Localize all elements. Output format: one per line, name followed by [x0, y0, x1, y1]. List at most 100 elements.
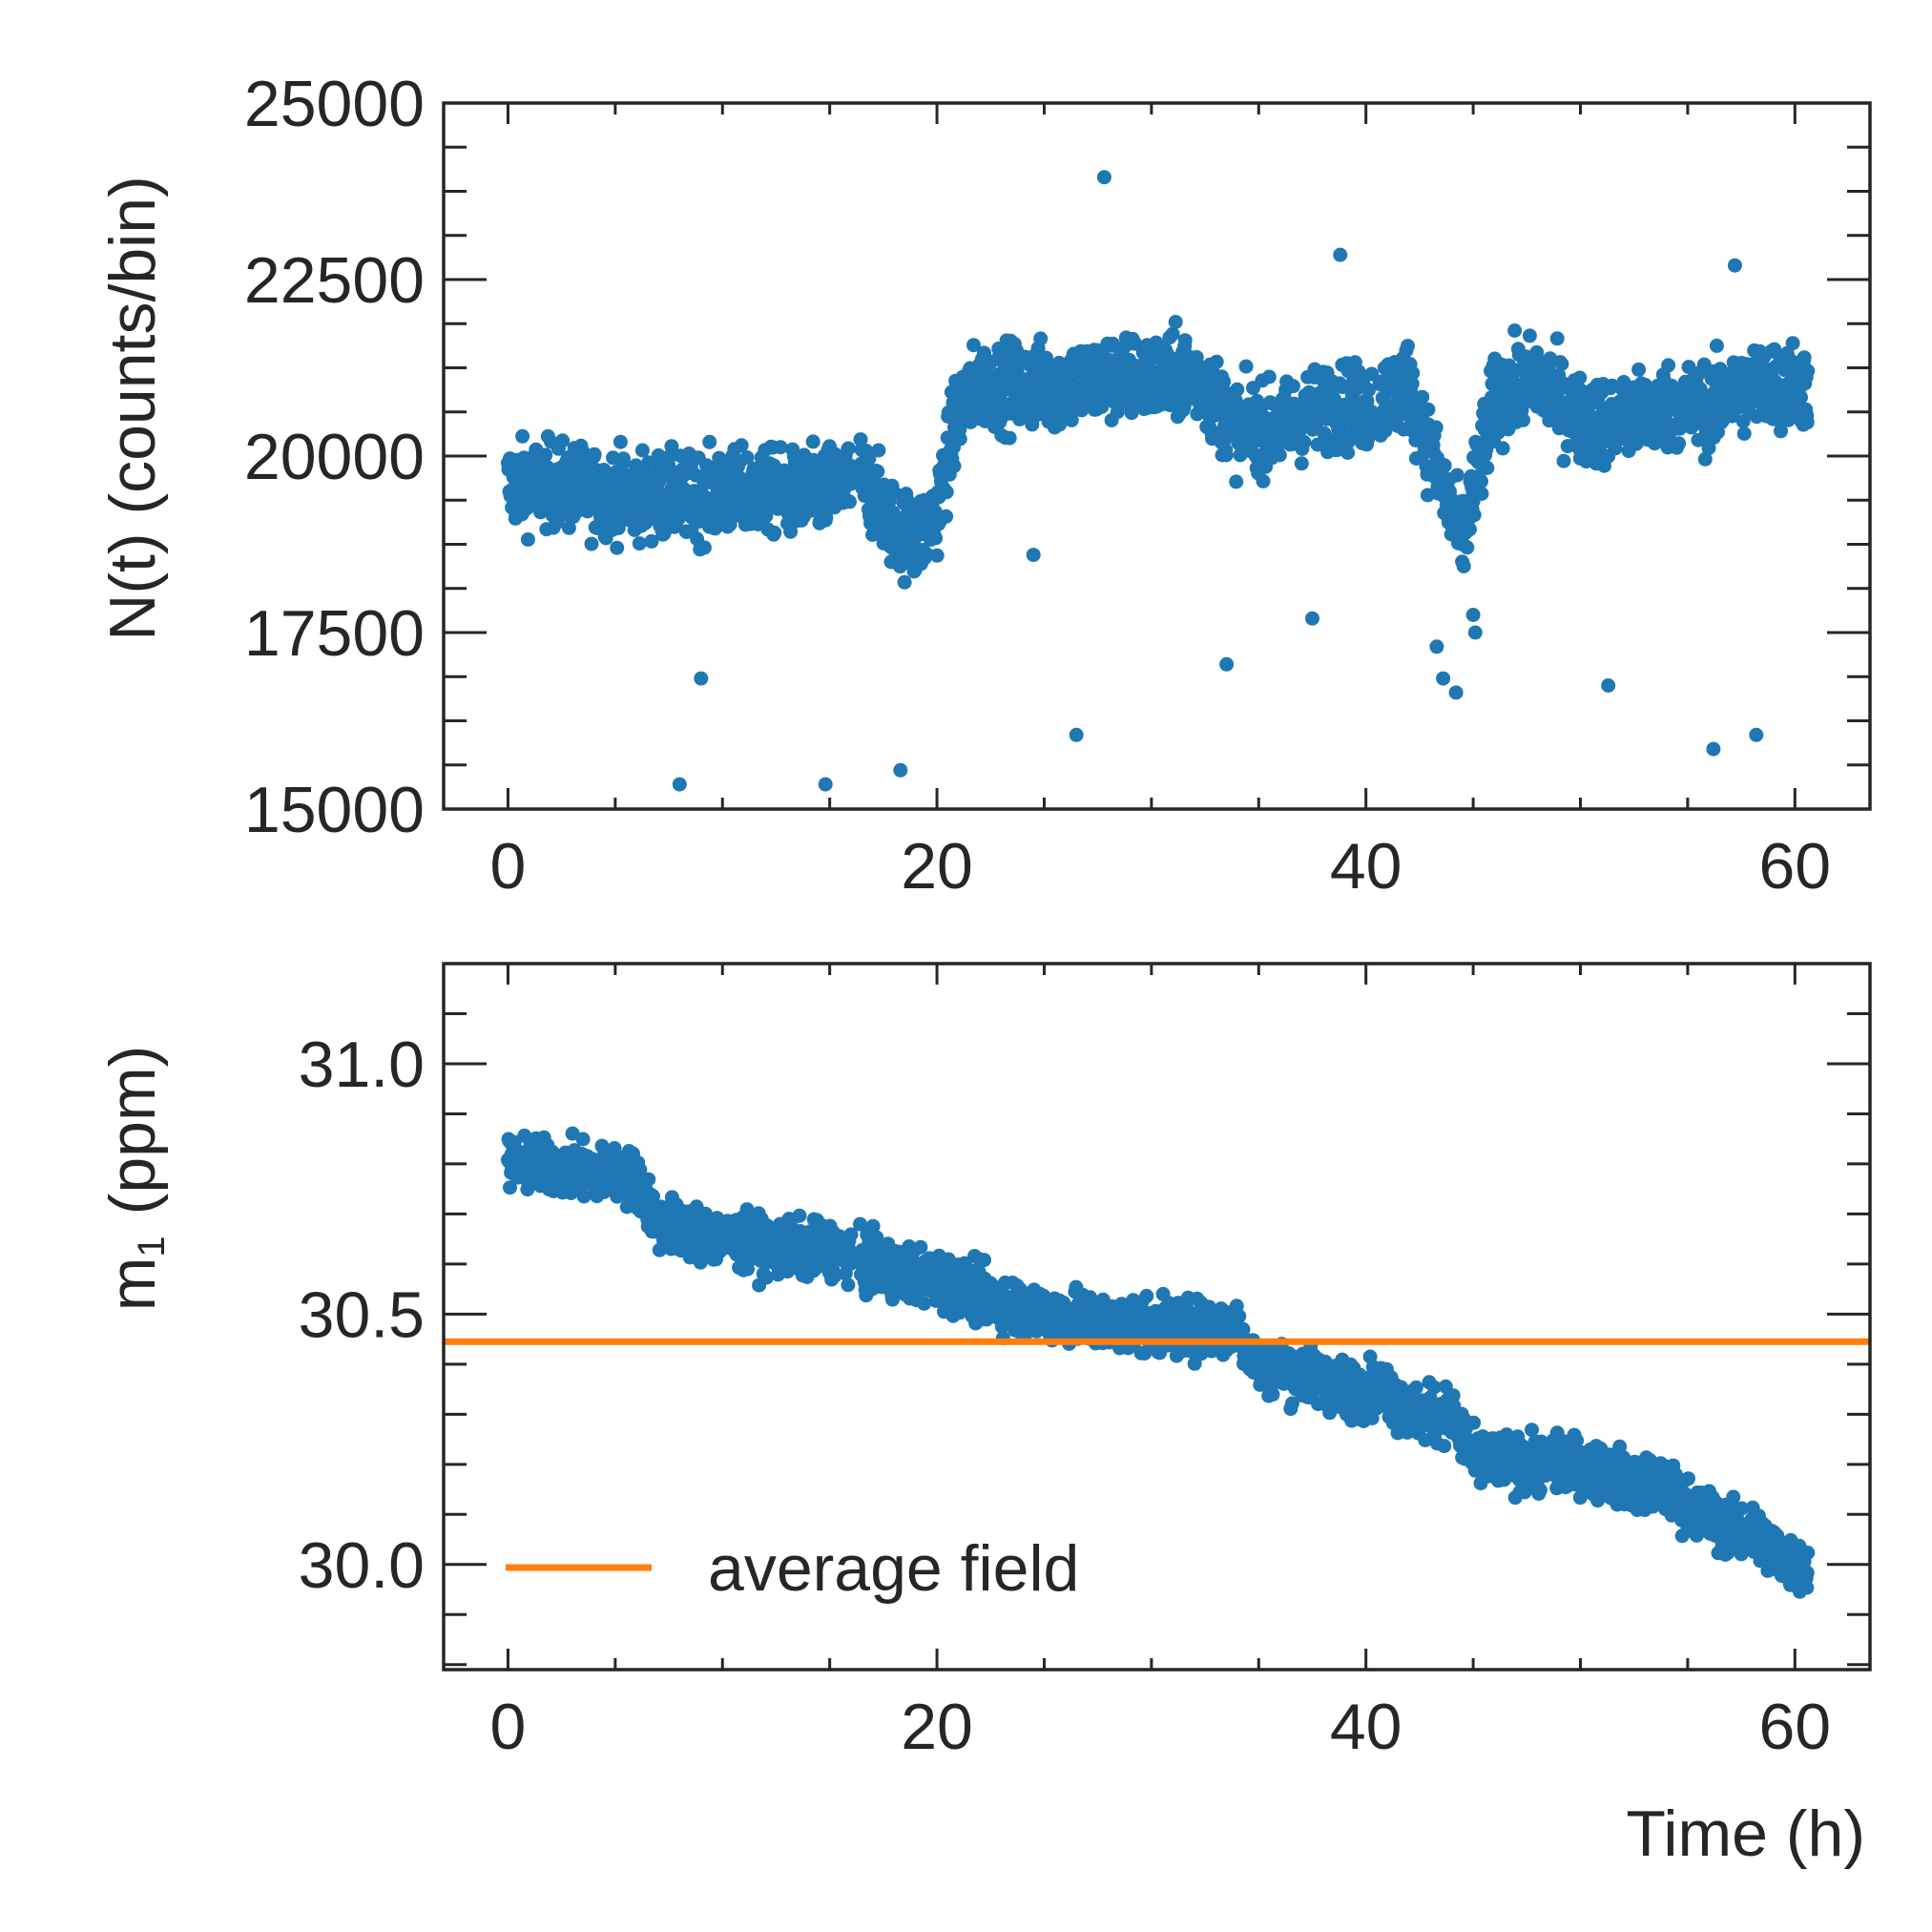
outlier-point	[1429, 639, 1444, 654]
data-point	[610, 540, 625, 555]
data-point	[1405, 365, 1421, 381]
data-point	[1463, 522, 1477, 537]
data-point	[1229, 474, 1244, 489]
outlier-point	[1467, 625, 1483, 640]
top-data-points	[500, 170, 1816, 792]
data-point	[1177, 333, 1193, 348]
data-point	[1522, 328, 1537, 343]
data-point	[841, 441, 856, 456]
data-point	[1401, 339, 1415, 354]
outlier-point	[694, 671, 709, 686]
data-point	[1408, 1380, 1423, 1395]
data-point	[555, 433, 571, 448]
data-point	[1176, 400, 1192, 415]
data-point	[1437, 458, 1452, 473]
data-point	[1661, 358, 1676, 373]
data-point	[1532, 1483, 1548, 1498]
data-point	[1421, 402, 1436, 417]
data-point	[1554, 357, 1569, 371]
data-point	[520, 532, 535, 547]
data-point	[841, 1278, 856, 1293]
data-point	[928, 530, 944, 546]
data-point	[1549, 331, 1565, 346]
outlier-point	[672, 777, 687, 792]
data-point	[1507, 323, 1523, 338]
outlier-point	[1448, 685, 1464, 700]
data-point	[1294, 456, 1309, 471]
outlier-point	[818, 777, 833, 792]
data-point	[1218, 447, 1234, 463]
data-point	[897, 574, 912, 590]
data-point	[1272, 447, 1287, 463]
data-point	[1556, 453, 1571, 468]
outlier-point	[1026, 548, 1041, 563]
data-point	[1230, 382, 1245, 397]
data-point	[783, 524, 799, 539]
data-point	[1456, 559, 1471, 573]
data-point	[1474, 487, 1489, 501]
data-point	[1480, 460, 1495, 475]
data-point	[1466, 508, 1482, 523]
x-tick-label: 60	[1758, 830, 1831, 903]
data-point	[1631, 362, 1647, 377]
data-point	[632, 536, 647, 551]
data-point	[1297, 434, 1312, 449]
data-point	[584, 536, 599, 551]
data-point	[1736, 426, 1752, 441]
data-point	[1572, 370, 1588, 385]
data-point	[1449, 467, 1465, 483]
data-point	[1466, 1415, 1482, 1430]
data-point	[1216, 374, 1232, 389]
data-point	[1799, 415, 1815, 430]
data-point	[767, 525, 782, 540]
y-tick-label: 17500	[244, 597, 425, 670]
data-point	[1002, 430, 1017, 446]
data-point	[952, 431, 967, 447]
data-point	[1265, 1387, 1280, 1402]
data-point	[946, 459, 962, 473]
data-point	[515, 428, 530, 444]
data-point	[1474, 473, 1488, 488]
y-tick-label: 22500	[244, 244, 425, 317]
data-point	[1797, 350, 1812, 365]
x-tick-label: 40	[1330, 830, 1402, 903]
data-point	[739, 450, 755, 466]
y-tick-label: 15000	[244, 774, 425, 846]
data-point	[1437, 1439, 1452, 1454]
outlier-point	[1305, 611, 1319, 626]
outlier-point	[1069, 727, 1084, 742]
data-point	[792, 1208, 807, 1223]
data-point	[966, 338, 981, 353]
data-point	[805, 434, 821, 449]
data-point	[977, 1253, 991, 1268]
data-point	[1415, 389, 1430, 405]
data-point	[575, 1132, 591, 1147]
data-point	[1785, 336, 1800, 351]
outlier-point	[1601, 678, 1616, 693]
data-point	[644, 533, 659, 549]
outlier-point	[1749, 727, 1764, 742]
data-point	[1800, 364, 1816, 379]
data-point	[664, 439, 679, 454]
data-point	[887, 486, 903, 501]
data-point	[819, 509, 834, 525]
x-tick-label: 20	[901, 830, 973, 903]
outlier-point	[1465, 608, 1481, 622]
data-point	[641, 1172, 656, 1187]
data-point	[870, 464, 885, 479]
x-tick-label: 0	[490, 830, 527, 903]
outlier-point	[1096, 170, 1111, 185]
data-point	[862, 451, 877, 467]
data-point	[1209, 354, 1224, 369]
data-point	[611, 521, 626, 535]
top-y-axis-label: N(t) (counts/bin)	[96, 176, 169, 640]
data-point	[696, 540, 712, 555]
data-point	[1495, 441, 1510, 456]
data-point	[613, 434, 628, 449]
y-tick-label: 25000	[244, 68, 425, 140]
data-point	[634, 443, 650, 458]
data-point	[1516, 412, 1530, 427]
